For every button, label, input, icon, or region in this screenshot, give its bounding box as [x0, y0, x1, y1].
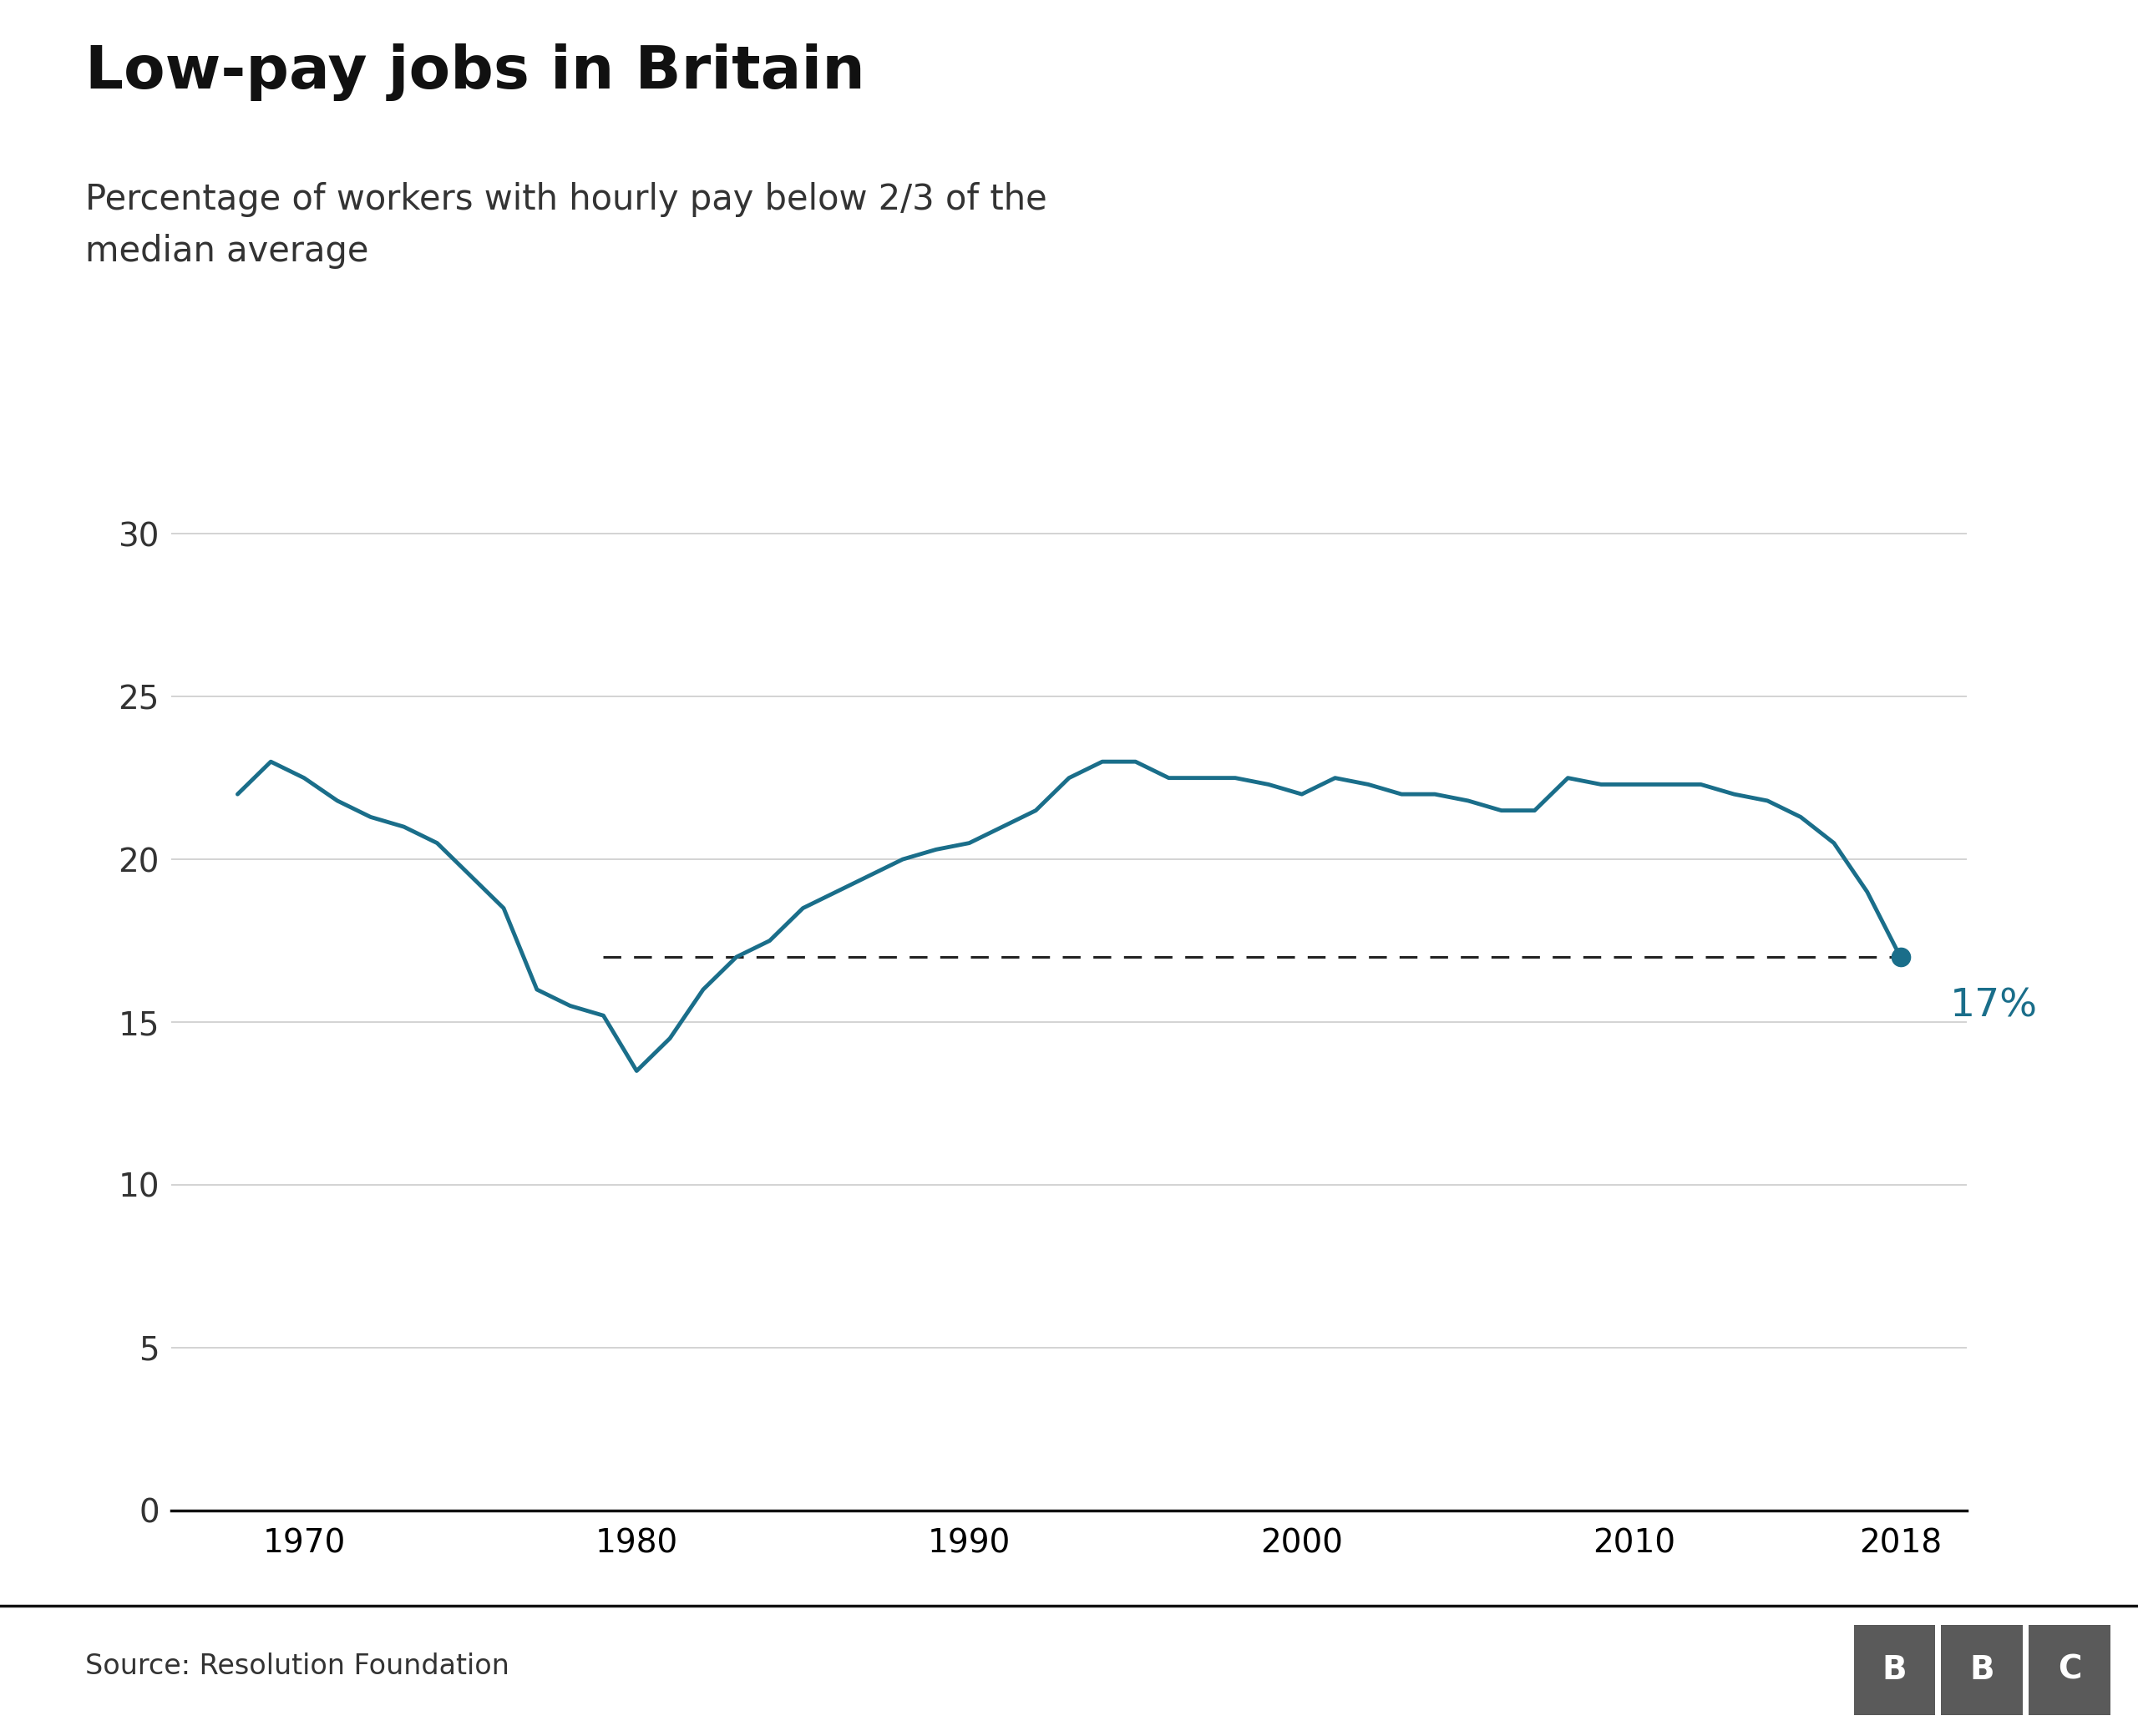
- Text: Low-pay jobs in Britain: Low-pay jobs in Britain: [86, 43, 866, 101]
- Text: Source: Resolution Foundation: Source: Resolution Foundation: [86, 1653, 509, 1680]
- Text: Percentage of workers with hourly pay below 2/3 of the
median average: Percentage of workers with hourly pay be…: [86, 182, 1048, 269]
- Text: 17%: 17%: [1950, 988, 2038, 1024]
- Text: B: B: [1969, 1654, 1995, 1686]
- Text: C: C: [2057, 1654, 2082, 1686]
- Text: B: B: [1881, 1654, 1907, 1686]
